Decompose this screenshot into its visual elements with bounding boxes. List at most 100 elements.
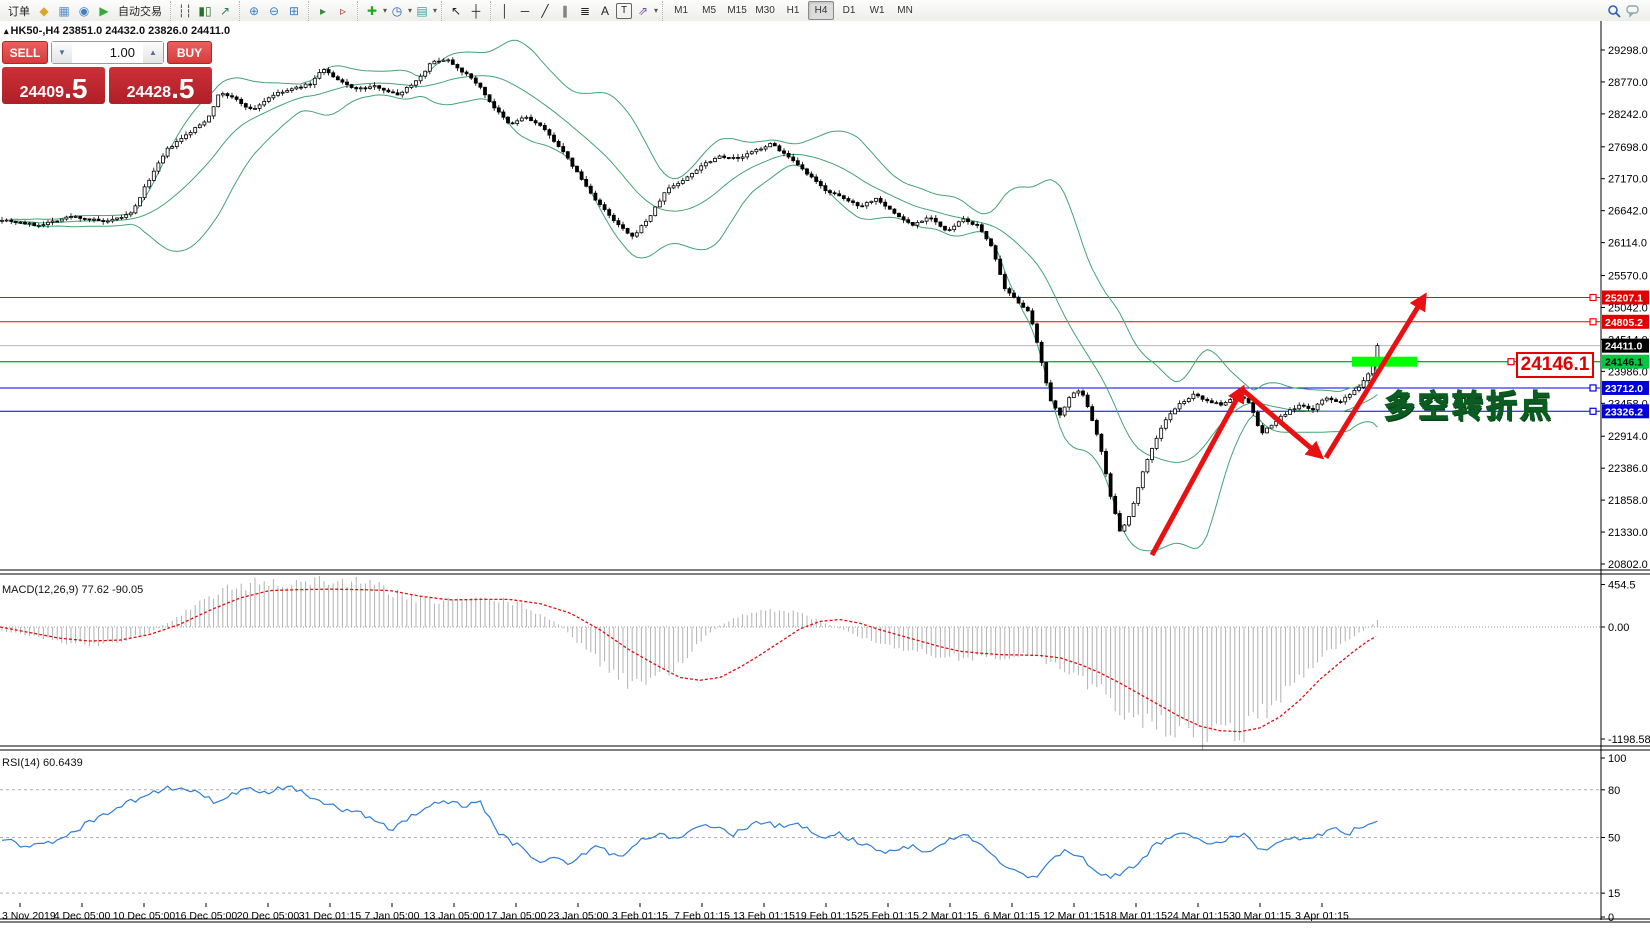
toolbar-right [1604, 2, 1650, 20]
line-chart-icon[interactable]: ↗ [219, 3, 231, 18]
volume-input[interactable]: 1.00 [109, 45, 135, 60]
svg-text:28770.0: 28770.0 [1608, 77, 1648, 89]
volume-decrease-button[interactable]: ▼ [52, 42, 72, 63]
zoom-out-icon[interactable]: ⊖ [268, 3, 280, 18]
svg-text:-1198.58: -1198.58 [1608, 734, 1650, 746]
indicators-icon[interactable]: ✚ [366, 3, 378, 18]
svg-text:23986.0: 23986.0 [1608, 366, 1648, 378]
svg-text:27698.0: 27698.0 [1608, 142, 1648, 154]
timeframe-m1[interactable]: M1 [674, 5, 689, 16]
svg-text:6 Mar 01:15: 6 Mar 01:15 [984, 910, 1040, 922]
price-tag-annotation[interactable]: 24146.1 [1516, 352, 1594, 378]
sell-price[interactable]: 24409.5 [2, 67, 105, 104]
autotrade-icon[interactable]: ▶ [99, 3, 109, 18]
svg-text:7 Feb 01:15: 7 Feb 01:15 [674, 910, 730, 922]
tile-windows-icon[interactable]: ⊞ [288, 3, 300, 18]
one-click-trading-panel: SELL ▼ 1.00 ▲ BUY 24409.5 24428.5 [2, 40, 212, 104]
new-order-icon[interactable]: ◆ [39, 3, 49, 18]
timeframe-toolbar: M1 M5 M15 M30 H1 H4 D1 W1 MN [662, 0, 923, 21]
text-label-icon[interactable]: T [616, 2, 633, 19]
rsi-label: RSI(14) 60.6439 [2, 757, 83, 769]
svg-text:27170.0: 27170.0 [1608, 174, 1648, 186]
svg-text:26114.0: 26114.0 [1608, 238, 1647, 250]
equidistant-channel-icon[interactable]: ∥ [562, 3, 569, 18]
svg-text:17 Jan 05:00: 17 Jan 05:00 [486, 910, 547, 922]
templates-icon-caret[interactable]: ▾ [433, 6, 438, 15]
timeframe-m30[interactable]: M30 [755, 5, 775, 16]
svg-text:13 Feb 01:15: 13 Feb 01:15 [733, 910, 795, 922]
autotrade-label[interactable]: 自动交易 [118, 5, 162, 18]
trendline-icon[interactable]: ╱ [541, 3, 549, 18]
toolbar-groups: 订单 ◆ ▦ ◉ ▶ 自动交易 ┆┆ ▮▯ ↗ ⊕ ⊖ ⊞ ▸ ▹ ✚ ▾ ◷ ▾ ▤ ▾ ↖ ┼ │ ─ ╱ ∥ ≣ A T ⇗ ▾ [0, 0, 662, 21]
signals-icon[interactable]: ◉ [78, 3, 90, 18]
svg-text:4 Dec 05:00: 4 Dec 05:00 [54, 910, 111, 922]
svg-text:28242.0: 28242.0 [1608, 109, 1648, 121]
buy-button[interactable]: BUY [167, 41, 212, 64]
periods-icon[interactable]: ◷ [391, 3, 403, 18]
sell-button[interactable]: SELL [2, 41, 48, 64]
svg-text:80: 80 [1608, 785, 1620, 797]
svg-text:10 Dec 05:00: 10 Dec 05:00 [113, 910, 176, 922]
svg-text:23712.0: 23712.0 [1605, 383, 1643, 395]
horizontal-line-icon[interactable]: ─ [520, 3, 530, 18]
svg-text:3 Feb 01:15: 3 Feb 01:15 [612, 910, 668, 922]
text-icon[interactable]: A [601, 3, 610, 18]
svg-text:454.5: 454.5 [1608, 580, 1636, 592]
chart-title: ▴ HK50-,H4 23851.0 24432.0 23826.0 24411.… [4, 25, 231, 37]
vertical-line-icon[interactable]: │ [501, 3, 509, 18]
buy-price-main: 24428 [126, 84, 172, 101]
timeframe-h1[interactable]: H1 [786, 5, 800, 16]
indicators-icon-caret[interactable]: ▾ [383, 6, 388, 15]
toolbar-group: ⊕ ⊖ ⊞ [239, 0, 308, 21]
toolbar-group: │ ─ ╱ ∥ ≣ A T ⇗ ▾ [490, 0, 662, 21]
timeframe-h4[interactable]: H4 [808, 1, 835, 20]
new-order-label[interactable]: 订单 [8, 5, 30, 18]
arrows-icon-caret[interactable]: ▾ [654, 6, 659, 15]
svg-text:29298.0: 29298.0 [1608, 45, 1648, 57]
candlestick-chart-icon[interactable]: ▮▯ [198, 3, 212, 18]
volume-spinner: ▼ 1.00 ▲ [51, 41, 164, 64]
svg-text:23 Jan 05:00: 23 Jan 05:00 [548, 910, 609, 922]
chat-icon[interactable] [1625, 2, 1643, 20]
svg-text:24805.2: 24805.2 [1605, 317, 1643, 329]
bar-chart-icon[interactable]: ┆┆ [177, 3, 193, 18]
svg-text:13 Jan 05:00: 13 Jan 05:00 [424, 910, 485, 922]
crosshair-icon[interactable]: ┼ [471, 3, 481, 18]
svg-text:25042.0: 25042.0 [1608, 302, 1648, 314]
chart-shift-icon[interactable]: ▹ [339, 3, 347, 18]
svg-text:25570.0: 25570.0 [1608, 271, 1648, 283]
chart-window-icon[interactable]: ▦ [58, 3, 70, 18]
svg-text:3 Apr 01:15: 3 Apr 01:15 [1295, 910, 1349, 922]
svg-text:7 Jan 05:00: 7 Jan 05:00 [365, 910, 420, 922]
buy-price[interactable]: 24428.5 [109, 67, 212, 104]
cursor-icon[interactable]: ↖ [451, 3, 462, 18]
svg-text:0.00: 0.00 [1608, 622, 1629, 634]
timeframe-d1[interactable]: D1 [842, 5, 856, 16]
timeframe-m5[interactable]: M5 [702, 5, 717, 16]
svg-text:20802.0: 20802.0 [1608, 559, 1648, 571]
search-icon[interactable] [1605, 2, 1623, 20]
arrows-icon[interactable]: ⇗ [638, 3, 649, 18]
auto-scroll-icon[interactable]: ▸ [319, 3, 327, 18]
periods-icon-caret[interactable]: ▾ [408, 6, 413, 15]
toolbar-group: 订单 ◆ ▦ ◉ ▶ 自动交易 [0, 1, 170, 21]
timeframe-mn[interactable]: MN [897, 5, 913, 16]
svg-text:21858.0: 21858.0 [1608, 495, 1648, 507]
sell-price-frac: .5 [64, 73, 88, 105]
svg-text:3 Nov 2019: 3 Nov 2019 [2, 910, 56, 922]
volume-increase-button[interactable]: ▲ [143, 42, 163, 63]
timeframe-m15[interactable]: M15 [727, 5, 747, 16]
zoom-in-icon[interactable]: ⊕ [248, 3, 260, 18]
svg-text:22914.0: 22914.0 [1608, 431, 1648, 443]
chart-canvas[interactable]: 29298.0 28770.0 28242.0 27698.0 27170.0 26642… [0, 21, 1650, 943]
toolbar-group: ┆┆ ▮▯ ↗ [170, 0, 239, 21]
svg-text:2 Mar 01:15: 2 Mar 01:15 [922, 910, 978, 922]
svg-text:18 Mar 01:15: 18 Mar 01:15 [1105, 910, 1167, 922]
timeframe-w1[interactable]: W1 [869, 5, 885, 16]
templates-icon[interactable]: ▤ [416, 3, 428, 18]
svg-text:24 Mar 01:15: 24 Mar 01:15 [1167, 910, 1229, 922]
fibonacci-icon[interactable]: ≣ [580, 3, 591, 18]
svg-text:15: 15 [1608, 888, 1620, 900]
svg-text:31 Dec 01:15: 31 Dec 01:15 [299, 910, 362, 922]
